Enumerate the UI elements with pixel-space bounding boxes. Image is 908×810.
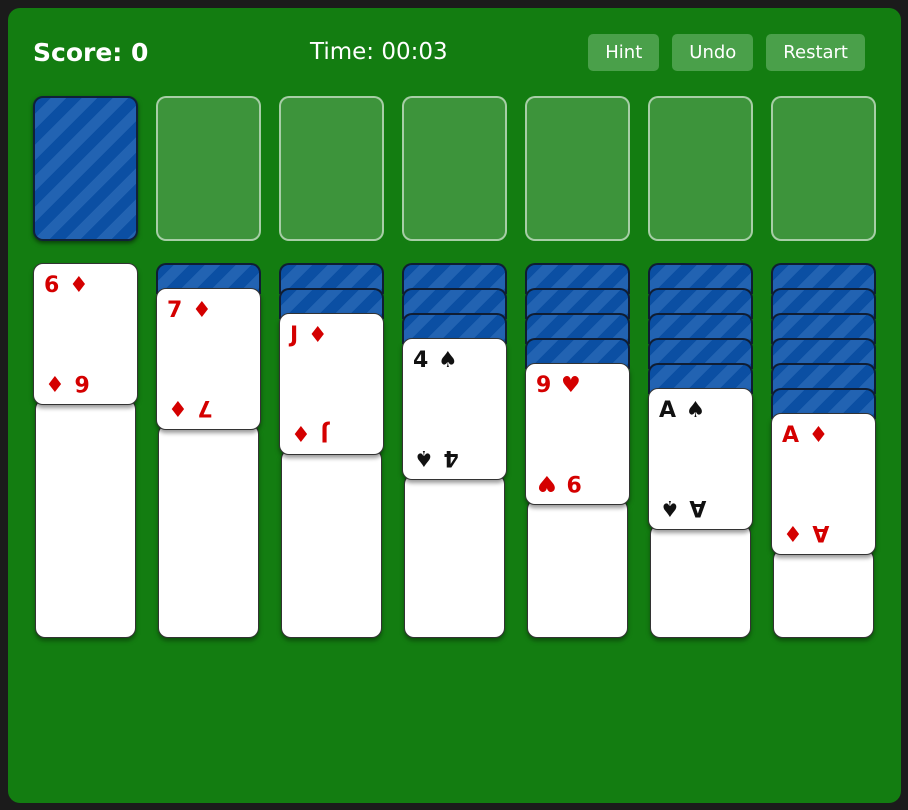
tableau-column-3: J ♦ J ♦: [279, 263, 384, 638]
card-a-of-spades[interactable]: A ♠ A ♠: [648, 388, 753, 530]
header-bar: Score: 0 Time: 00:03 Hint Undo Restart: [8, 8, 901, 96]
card-rank-rotated: 6 ♦: [44, 370, 90, 395]
column-drop-area[interactable]: [158, 424, 259, 638]
card-rank: A ♠: [659, 398, 707, 423]
card-slot-2[interactable]: [156, 96, 261, 241]
card-slot-6[interactable]: [648, 96, 753, 241]
tableau-column-1: 6 ♦ 6 ♦: [33, 263, 138, 638]
card-rank-rotated: A ♠: [659, 495, 707, 520]
tableau-column-5: 9 ♥ 9 ♥: [525, 263, 630, 638]
card-slot-7[interactable]: [771, 96, 876, 241]
card-slot-4[interactable]: [402, 96, 507, 241]
toolbar: Hint Undo Restart: [588, 33, 865, 71]
score-display: Score: 0: [33, 37, 149, 67]
restart-button[interactable]: Restart: [766, 33, 865, 71]
card-rank-rotated: J ♦: [290, 420, 329, 445]
tableau-column-4: 4 ♠ 4 ♠: [402, 263, 507, 638]
card-rank-rotated: 9 ♥: [536, 470, 582, 495]
tableau-column-7: A ♦ A ♦: [771, 263, 876, 638]
card-rank: 6 ♦: [44, 273, 90, 298]
column-drop-area[interactable]: [404, 474, 505, 638]
card-rank: J ♦: [290, 323, 329, 348]
card-rank: 9 ♥: [536, 373, 582, 398]
card-a-of-diamonds[interactable]: A ♦ A ♦: [771, 413, 876, 555]
card-7-of-diamonds[interactable]: 7 ♦ 7 ♦: [156, 288, 261, 430]
card-slot-5[interactable]: [525, 96, 630, 241]
card-9-of-hearts[interactable]: 9 ♥ 9 ♥: [525, 363, 630, 505]
card-6-of-diamonds[interactable]: 6 ♦ 6 ♦: [33, 263, 138, 405]
hint-button[interactable]: Hint: [588, 33, 660, 71]
undo-button[interactable]: Undo: [672, 33, 754, 71]
card-rank-rotated: 4 ♠: [413, 445, 459, 470]
card-rank: 4 ♠: [413, 348, 459, 373]
column-drop-area[interactable]: [35, 399, 136, 638]
card-j-of-diamonds[interactable]: J ♦ J ♦: [279, 313, 384, 455]
play-area: 6 ♦ 6 ♦ 7 ♦ 7 ♦ J ♦ J ♦ 4 ♠ 4 ♠ 9 ♥ 9 ♥ A ♠ A ♠ A ♦ A…: [8, 96, 901, 638]
tableau: 6 ♦ 6 ♦ 7 ♦ 7 ♦ J ♦ J ♦ 4 ♠ 4 ♠ 9 ♥ 9 ♥ A ♠ A ♠ A ♦ A…: [33, 263, 876, 638]
column-drop-area[interactable]: [773, 549, 874, 638]
stock-pile[interactable]: [33, 96, 138, 241]
card-rank-rotated: 7 ♦: [167, 395, 213, 420]
column-drop-area[interactable]: [281, 449, 382, 638]
column-drop-area[interactable]: [527, 499, 628, 638]
tableau-column-6: A ♠ A ♠: [648, 263, 753, 638]
game-board: Score: 0 Time: 00:03 Hint Undo Restart 6…: [8, 8, 901, 803]
column-drop-area[interactable]: [650, 524, 751, 638]
tableau-column-2: 7 ♦ 7 ♦: [156, 263, 261, 638]
card-4-of-spades[interactable]: 4 ♠ 4 ♠: [402, 338, 507, 480]
card-rank-rotated: A ♦: [782, 520, 830, 545]
card-rank: 7 ♦: [167, 298, 213, 323]
card-slot-3[interactable]: [279, 96, 384, 241]
timer-display: Time: 00:03: [310, 39, 448, 65]
top-row: [33, 96, 876, 241]
card-rank: A ♦: [782, 423, 830, 448]
